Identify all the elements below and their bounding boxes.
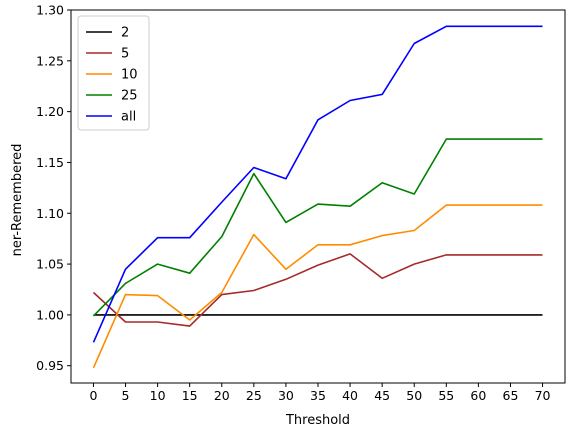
x-tick-label: 35 xyxy=(310,388,326,403)
y-tick-label: 1.00 xyxy=(36,307,64,322)
y-tick-label: 1.05 xyxy=(36,257,64,272)
x-tick-label: 30 xyxy=(278,388,294,403)
x-tick-label: 10 xyxy=(150,388,166,403)
plot-area xyxy=(71,10,565,383)
x-tick-label: 60 xyxy=(470,388,486,403)
x-tick-label: 25 xyxy=(246,388,262,403)
series-line-all xyxy=(92,25,543,343)
legend-label: 2 xyxy=(121,26,129,41)
series-line-10 xyxy=(92,204,543,369)
x-tick-label: 55 xyxy=(438,388,454,403)
x-axis-ticks: 0 5 10 15 20 25 30 35 40 45 50 55 60 65 70 xyxy=(89,383,551,403)
x-tick-label: 70 xyxy=(535,388,551,403)
y-tick-label: 1.30 xyxy=(36,3,64,18)
y-tick-label: 0.95 xyxy=(36,358,64,373)
x-tick-label: 5 xyxy=(122,388,130,403)
x-tick-label: 45 xyxy=(374,388,390,403)
legend-label: all xyxy=(121,110,136,125)
x-axis-label: Threshold xyxy=(285,413,350,428)
legend-box xyxy=(77,15,150,131)
x-tick-label: 65 xyxy=(503,388,519,403)
y-axis-label: ner-Remembered xyxy=(10,144,25,257)
y-tick-label: 1.10 xyxy=(36,206,64,221)
y-axis-ticks: 0.95 1.00 1.05 1.10 1.15 1.20 1.25 1.30 xyxy=(36,3,71,373)
legend-label: 5 xyxy=(121,47,129,62)
x-tick-label: 0 xyxy=(89,388,97,403)
y-tick-label: 1.25 xyxy=(36,53,64,68)
y-tick-label: 1.20 xyxy=(36,104,64,119)
x-tick-label: 40 xyxy=(342,388,358,403)
x-tick-label: 15 xyxy=(182,388,198,403)
y-tick-label: 1.15 xyxy=(36,155,64,170)
series-line-25 xyxy=(92,138,543,317)
series-layer xyxy=(92,25,543,369)
x-tick-label: 50 xyxy=(406,388,422,403)
legend-label: 10 xyxy=(121,68,138,83)
x-tick-label: 20 xyxy=(214,388,230,403)
legend-label: 25 xyxy=(121,89,138,104)
series-line-5 xyxy=(92,253,543,327)
